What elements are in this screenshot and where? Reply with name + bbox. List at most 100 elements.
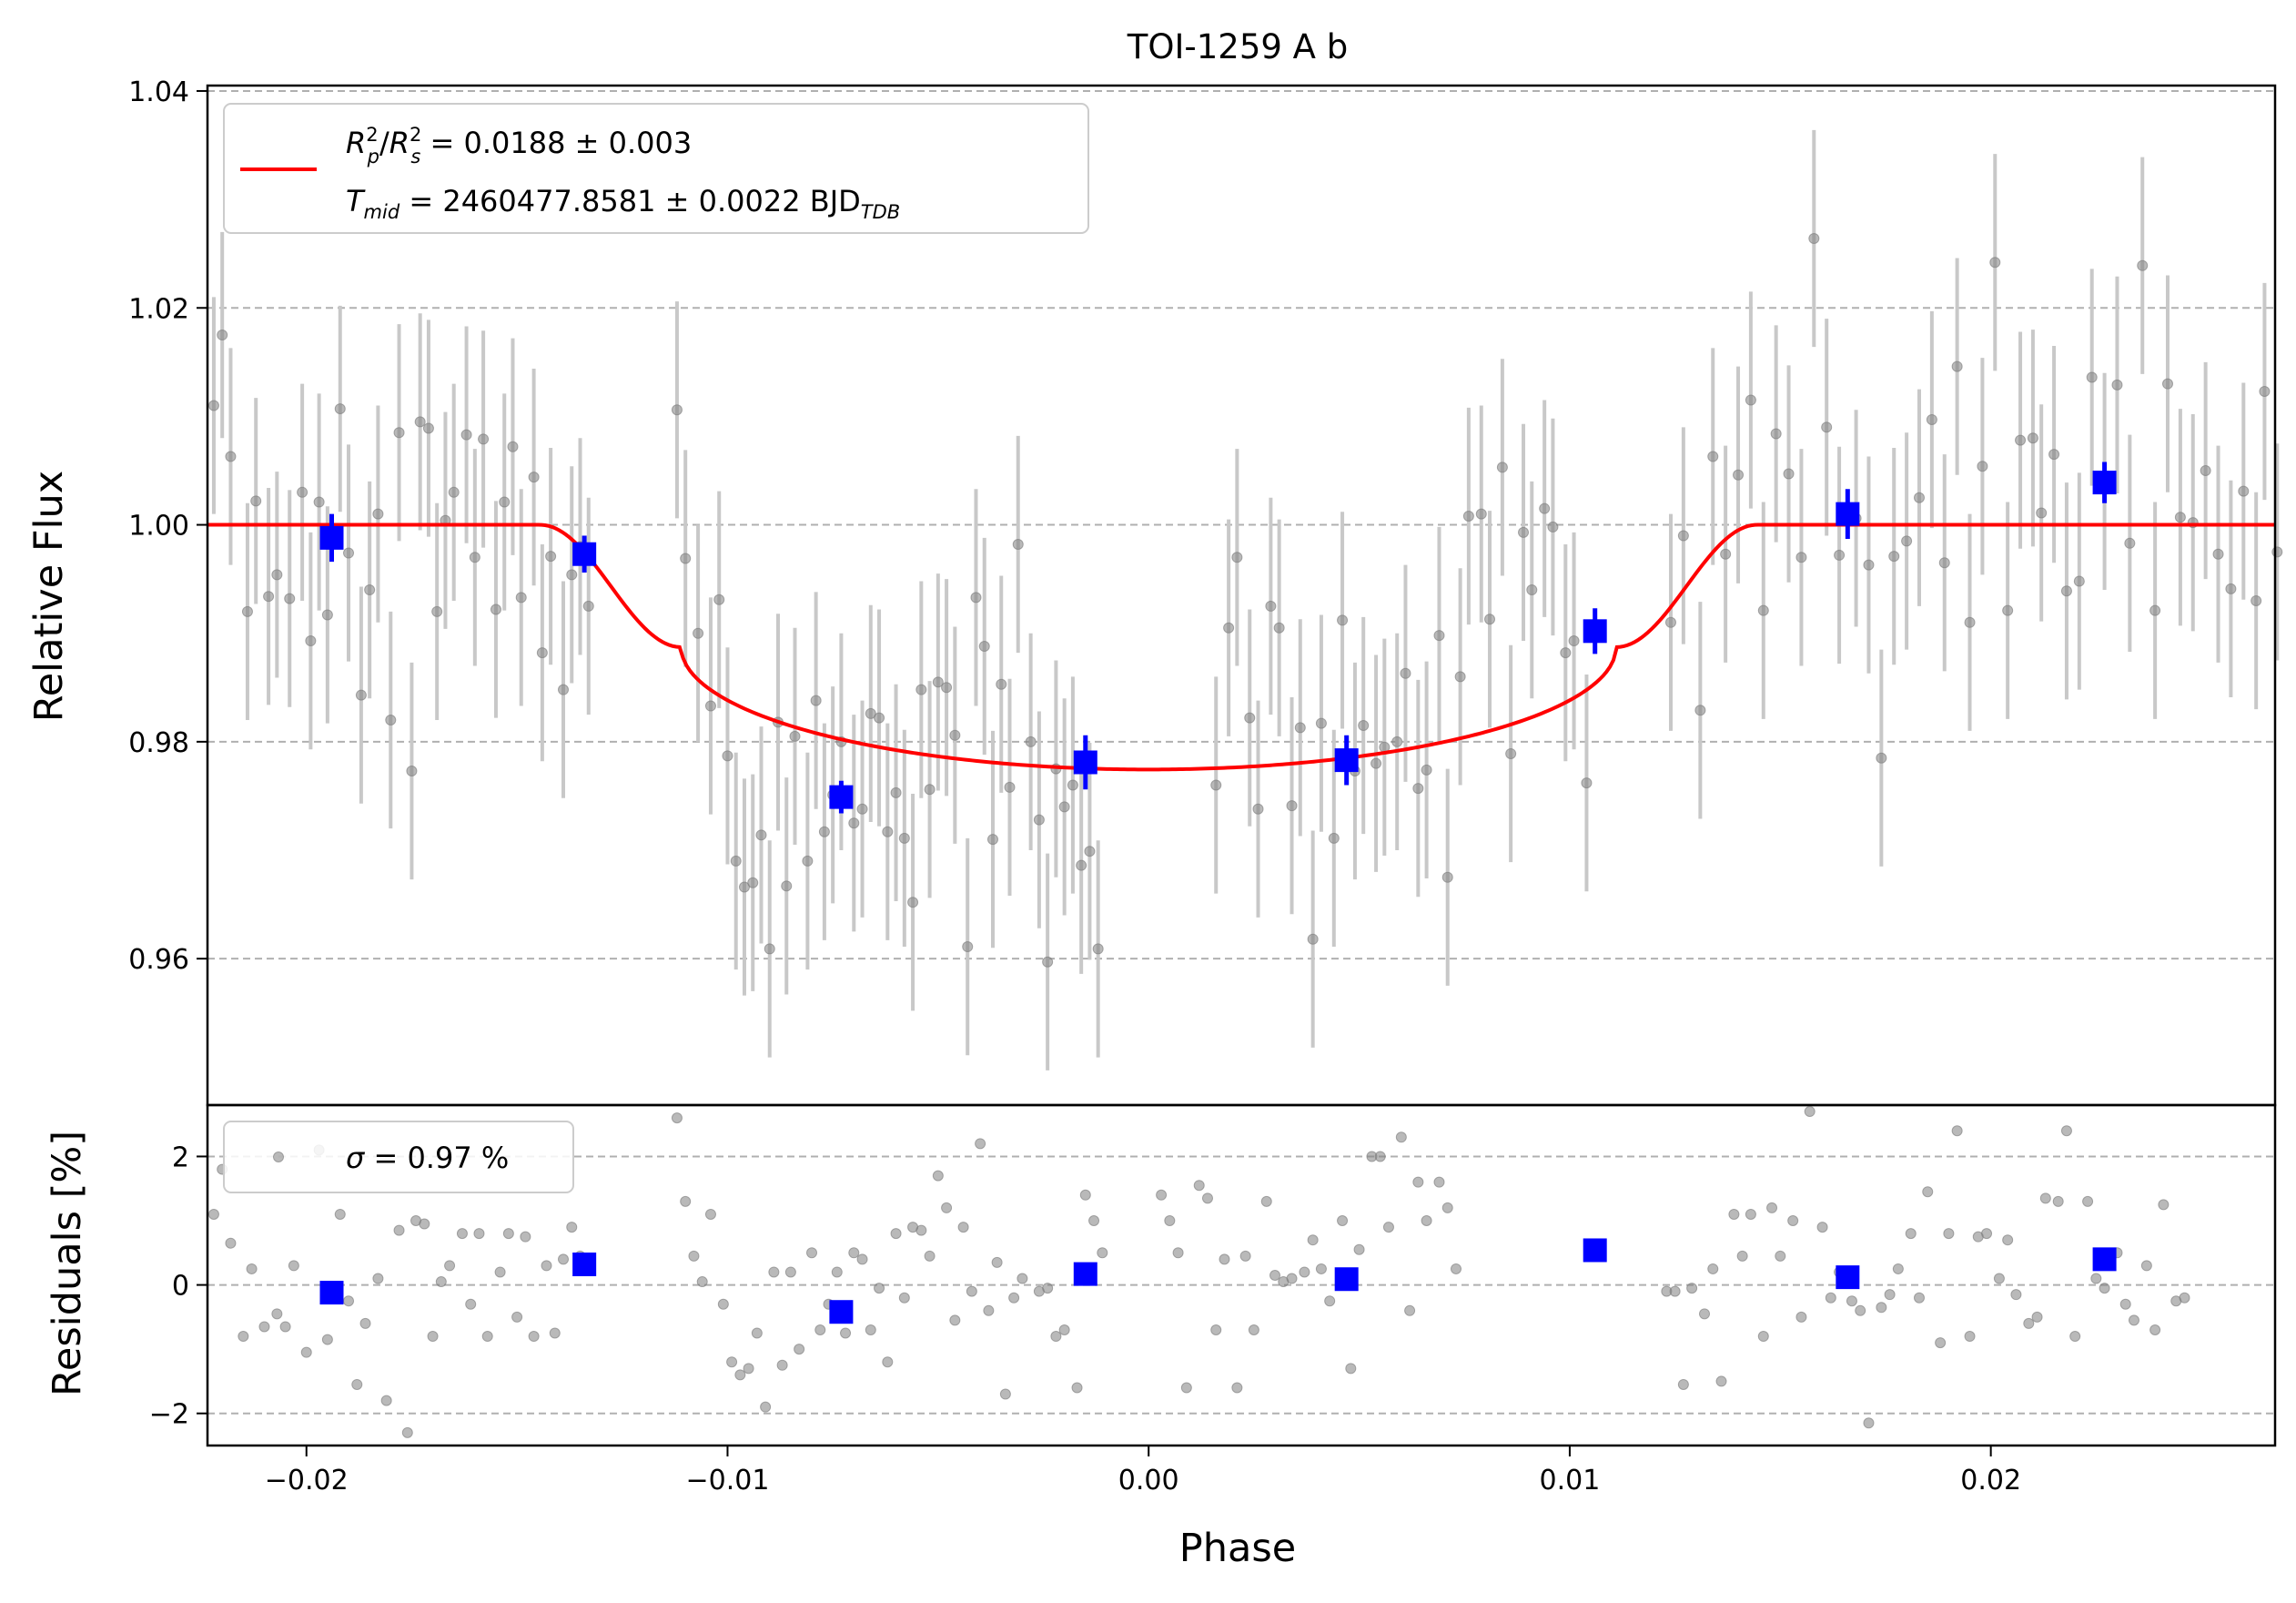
raw-residual-point: [558, 1253, 570, 1265]
raw-residual-point: [1787, 1215, 1799, 1227]
raw-residual-point: [1943, 1228, 1955, 1240]
raw-residual-point: [271, 1308, 283, 1320]
bottom-y-tick-label: 0: [172, 1271, 189, 1303]
binned-residual-point: [829, 1300, 854, 1324]
raw-point: [1733, 469, 1745, 481]
top-panel-y-axis: 0.96 0.98 1.00 1.02 1.04: [128, 76, 207, 976]
raw-point: [693, 627, 704, 639]
raw-point: [802, 855, 814, 867]
raw-residual-point: [541, 1260, 552, 1272]
raw-point: [1821, 421, 1833, 433]
raw-point: [2162, 378, 2174, 390]
raw-residual-point: [359, 1317, 371, 1329]
raw-point: [1454, 671, 1466, 683]
raw-point: [1496, 462, 1508, 473]
raw-point: [372, 508, 384, 520]
raw-residual-point: [874, 1283, 885, 1294]
raw-point: [1720, 548, 1732, 560]
bottom-legend-box: [223, 1121, 574, 1193]
raw-point: [2137, 259, 2149, 271]
binned-point: [1334, 748, 1359, 773]
raw-point: [1033, 814, 1045, 826]
raw-point: [2174, 512, 2186, 523]
bottom-y-tick-label: 2: [172, 1141, 189, 1173]
raw-residual-point: [882, 1356, 894, 1368]
raw-residual-point: [1050, 1331, 1062, 1343]
raw-residual-point: [1450, 1263, 1462, 1274]
raw-residual-point: [1299, 1266, 1310, 1278]
raw-residual-point: [2128, 1314, 2139, 1326]
raw-residual-point: [814, 1324, 826, 1335]
raw-point: [1526, 584, 1538, 596]
binned-point: [1073, 750, 1097, 775]
raw-point: [1328, 832, 1340, 844]
raw-point: [1421, 764, 1432, 776]
raw-residual-point: [1395, 1131, 1407, 1143]
raw-residual-point: [784, 1266, 796, 1278]
binned-point: [572, 542, 597, 566]
raw-point: [747, 877, 759, 888]
raw-point: [986, 834, 998, 846]
raw-point: [321, 609, 333, 621]
raw-residual-point: [1993, 1273, 2005, 1284]
raw-point: [2073, 575, 2085, 587]
raw-residual-point: [427, 1331, 439, 1343]
raw-residual-point: [258, 1321, 270, 1333]
raw-point: [1391, 736, 1403, 747]
raw-residual-point: [840, 1327, 852, 1339]
raw-residual-point: [2060, 1125, 2072, 1137]
raw-point: [225, 451, 237, 462]
raw-point: [1412, 783, 1424, 795]
raw-point: [1677, 530, 1689, 542]
raw-point: [305, 635, 317, 647]
raw-residual-point: [419, 1218, 430, 1230]
raw-residual-point: [1180, 1382, 1192, 1394]
raw-point: [1231, 552, 1243, 563]
bottom-legend-label: σ = 0.97 %: [346, 1141, 509, 1175]
raw-residual-point: [1669, 1285, 1681, 1297]
raw-point: [2225, 583, 2237, 594]
raw-point: [755, 829, 767, 841]
raw-residual-point: [717, 1298, 729, 1310]
raw-residual-point: [1412, 1176, 1424, 1188]
raw-residual-point: [1863, 1417, 1875, 1429]
raw-residual-point: [435, 1276, 447, 1288]
raw-point: [1888, 551, 1900, 563]
raw-point: [393, 427, 405, 439]
raw-residual-point: [776, 1359, 788, 1371]
raw-residual-point: [671, 1112, 683, 1124]
raw-residual-point: [246, 1263, 258, 1274]
raw-residual-point: [2158, 1199, 2170, 1211]
bottom-panel-legend: σ = 0.97 %: [223, 1121, 574, 1193]
raw-point: [558, 684, 570, 695]
raw-residual-point: [1017, 1273, 1028, 1284]
raw-point: [722, 750, 733, 762]
raw-point: [1294, 722, 1306, 734]
raw-residual-point: [380, 1395, 392, 1406]
top-y-tick-label: 0.96: [128, 944, 189, 976]
raw-point: [1004, 781, 1016, 793]
raw-residual-point: [1042, 1283, 1054, 1294]
raw-point: [1783, 468, 1795, 480]
raw-residual-point: [2023, 1317, 2035, 1329]
raw-point: [2015, 434, 2027, 446]
raw-point: [1926, 413, 1937, 425]
raw-point: [1265, 600, 1277, 612]
raw-point: [2048, 449, 2060, 461]
raw-point: [1770, 428, 1782, 440]
binned-residual-point: [1836, 1265, 1860, 1290]
raw-point: [2036, 507, 2048, 519]
raw-residual-point: [1795, 1311, 1807, 1323]
raw-residual-point: [898, 1292, 910, 1304]
raw-residual-point: [1097, 1247, 1108, 1259]
raw-point: [1863, 559, 1875, 571]
raw-point: [343, 547, 355, 559]
raw-point: [499, 496, 511, 508]
raw-point: [738, 881, 750, 893]
raw-residual-point: [831, 1266, 843, 1278]
raw-residual-point: [2002, 1234, 2014, 1246]
raw-residual-point: [1164, 1215, 1176, 1227]
raw-point: [1938, 557, 1950, 569]
raw-point: [582, 600, 594, 612]
